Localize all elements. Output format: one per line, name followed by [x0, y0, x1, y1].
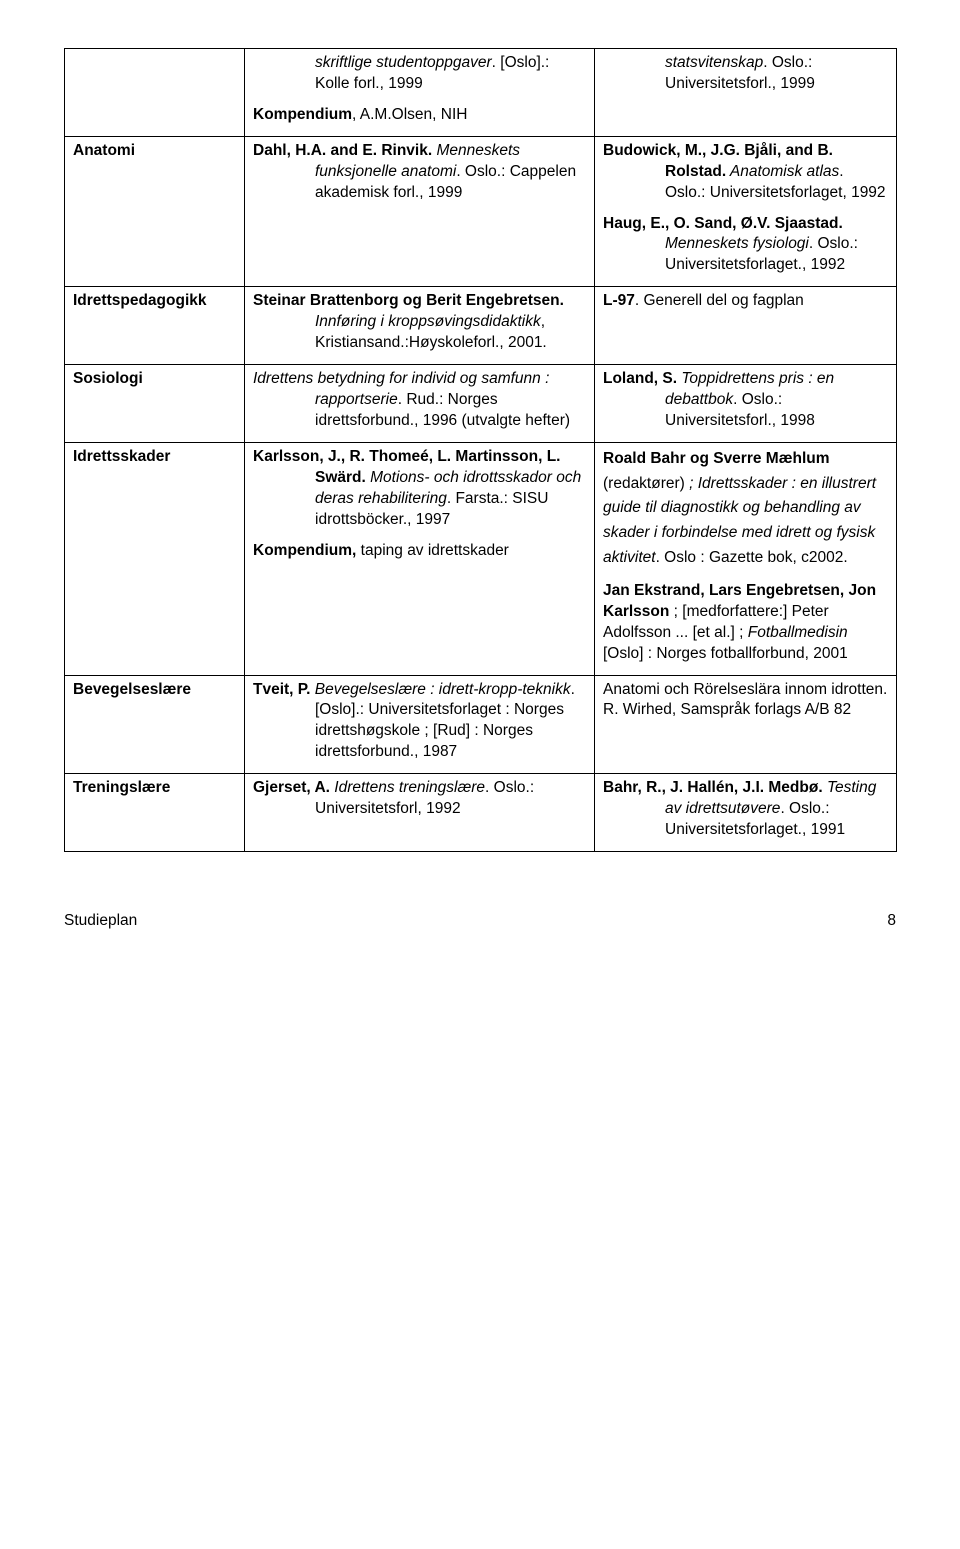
citation-text: Dahl, H.A. and E. Rinvik. Menneskets fun…: [253, 141, 586, 204]
title-italic: Menneskets fysiologi: [665, 235, 809, 252]
row-label-cell: Bevegelseslære: [65, 675, 245, 774]
table-row: Idrettsskader Karlsson, J., R. Thomeé, L…: [65, 442, 897, 675]
author-bold: Roald Bahr og Sverre Mæhlum: [603, 450, 830, 467]
row-col3-cell: Roald Bahr og Sverre Mæhlum (redaktører)…: [595, 442, 897, 675]
author-bold: Tveit, P.: [253, 681, 310, 698]
author-bold: Haug, E., O. Sand, Ø.V. Sjaastad.: [603, 215, 843, 232]
citation-text: Loland, S. Toppidrettens pris : en debat…: [603, 369, 888, 432]
row-col3-cell: Anatomi och Rörelseslära innom idrotten.…: [595, 675, 897, 774]
literature-table: skriftlige studentoppgaver. [Oslo].: Kol…: [64, 48, 897, 852]
citation-text: Gjerset, A. Idrettens treningslære. Oslo…: [253, 778, 586, 820]
citation-text: Bahr, R., J. Hallén, J.I. Medbø. Testing…: [603, 778, 888, 841]
text: . Generell del og fagplan: [635, 292, 804, 309]
citation-text: statsvitenskap. Oslo.: Universitetsforl.…: [603, 53, 888, 95]
author-bold: L-97: [603, 292, 635, 309]
table-row: skriftlige studentoppgaver. [Oslo].: Kol…: [65, 49, 897, 137]
row-col2-cell: Steinar Brattenborg og Berit Engebretsen…: [245, 287, 595, 365]
row-col3-cell: L-97. Generell del og fagplan: [595, 287, 897, 365]
author-bold: Loland, S.: [603, 370, 677, 387]
row-col2-cell: skriftlige studentoppgaver. [Oslo].: Kol…: [245, 49, 595, 137]
row-col2-cell: Gjerset, A. Idrettens treningslære. Oslo…: [245, 774, 595, 852]
text: .: [492, 54, 496, 71]
author-bold: Steinar Brattenborg og Berit Engebretsen…: [253, 292, 564, 309]
page-footer: Studieplan 8: [64, 912, 896, 930]
citation-text: Roald Bahr og Sverre Mæhlum (redaktører)…: [603, 447, 888, 571]
citation-text: L-97. Generell del og fagplan: [603, 291, 888, 312]
table-row: Idrettspedagogikk Steinar Brattenborg og…: [65, 287, 897, 365]
citation-text: Kompendium, taping av idrettskader: [253, 541, 586, 562]
row-col2-cell: Karlsson, J., R. Thomeé, L. Martinsson, …: [245, 442, 595, 675]
text: (redaktører): [603, 475, 689, 492]
text-bold: Kompendium,: [253, 542, 356, 559]
table-row: Bevegelseslære Tveit, P. Bevegelseslære …: [65, 675, 897, 774]
row-col2-cell: Idrettens betydning for individ og samfu…: [245, 365, 595, 443]
subject-label: Bevegelseslære: [73, 681, 191, 698]
text: , A.M.Olsen, NIH: [352, 106, 467, 123]
row-col3-cell: Budowick, M., J.G. Bjåli, and B. Rolstad…: [595, 136, 897, 287]
title-italic: skriftlige studentoppgaver: [315, 54, 492, 71]
row-col3-cell: statsvitenskap. Oslo.: Universitetsforl.…: [595, 49, 897, 137]
citation-text: Tveit, P. Bevegelseslære : idrett-kropp-…: [253, 680, 586, 764]
citation-text: Anatomi och Rörelseslära innom idrotten.…: [603, 680, 888, 722]
text: [Oslo] : Norges fotballforbund, 2001: [603, 645, 848, 662]
page-container: skriftlige studentoppgaver. [Oslo].: Kol…: [0, 0, 960, 970]
citation-text: Steinar Brattenborg og Berit Engebretsen…: [253, 291, 586, 354]
row-col2-cell: Dahl, H.A. and E. Rinvik. Menneskets fun…: [245, 136, 595, 287]
title-italic: Idrettens treningslære: [330, 779, 485, 796]
title-italic: Bevegelseslære : idrett-kropp-teknikk: [310, 681, 570, 698]
author-bold: Dahl, H.A. and E. Rinvik.: [253, 142, 432, 159]
citation-text: Jan Ekstrand, Lars Engebretsen, Jon Karl…: [603, 581, 888, 665]
row-label-cell: Idrettsskader: [65, 442, 245, 675]
row-col2-cell: Tveit, P. Bevegelseslære : idrett-kropp-…: [245, 675, 595, 774]
footer-left: Studieplan: [64, 912, 137, 930]
text: . Oslo : Gazette bok, c2002.: [656, 549, 848, 566]
subject-label: Idrettspedagogikk: [73, 292, 207, 309]
row-label-cell: Idrettspedagogikk: [65, 287, 245, 365]
citation-text: Budowick, M., J.G. Bjåli, and B. Rolstad…: [603, 141, 888, 204]
table-row: Anatomi Dahl, H.A. and E. Rinvik. Mennes…: [65, 136, 897, 287]
row-label-cell: Treningslære: [65, 774, 245, 852]
table-row: Treningslære Gjerset, A. Idrettens treni…: [65, 774, 897, 852]
row-label-cell: Sosiologi: [65, 365, 245, 443]
row-label-cell: Anatomi: [65, 136, 245, 287]
row-label-cell: [65, 49, 245, 137]
text: taping av idrettskader: [356, 542, 509, 559]
title-italic: Innføring i kroppsøvingsdidaktikk: [315, 313, 541, 330]
title-italic: statsvitenskap: [665, 54, 763, 71]
text-bold: Kompendium: [253, 106, 352, 123]
title-italic: Fotballmedisin: [748, 624, 848, 641]
subject-label: Sosiologi: [73, 370, 143, 387]
table-row: Sosiologi Idrettens betydning for indivi…: [65, 365, 897, 443]
author-bold: Bahr, R., J. Hallén, J.I. Medbø.: [603, 779, 823, 796]
citation-text: Karlsson, J., R. Thomeé, L. Martinsson, …: [253, 447, 586, 531]
citation-text: Haug, E., O. Sand, Ø.V. Sjaastad. Mennes…: [603, 214, 888, 277]
row-col3-cell: Loland, S. Toppidrettens pris : en debat…: [595, 365, 897, 443]
subject-label: Idrettsskader: [73, 448, 170, 465]
row-col3-cell: Bahr, R., J. Hallén, J.I. Medbø. Testing…: [595, 774, 897, 852]
author-bold: Gjerset, A.: [253, 779, 330, 796]
subject-label: Treningslære: [73, 779, 170, 796]
citation-text: Kompendium, A.M.Olsen, NIH: [253, 105, 586, 126]
citation-text: Idrettens betydning for individ og samfu…: [253, 369, 586, 432]
subject-label: Anatomi: [73, 142, 135, 159]
title-italic: Anatomisk atlas: [726, 163, 839, 180]
citation-text: skriftlige studentoppgaver. [Oslo].: Kol…: [253, 53, 586, 95]
footer-page-number: 8: [887, 912, 896, 930]
